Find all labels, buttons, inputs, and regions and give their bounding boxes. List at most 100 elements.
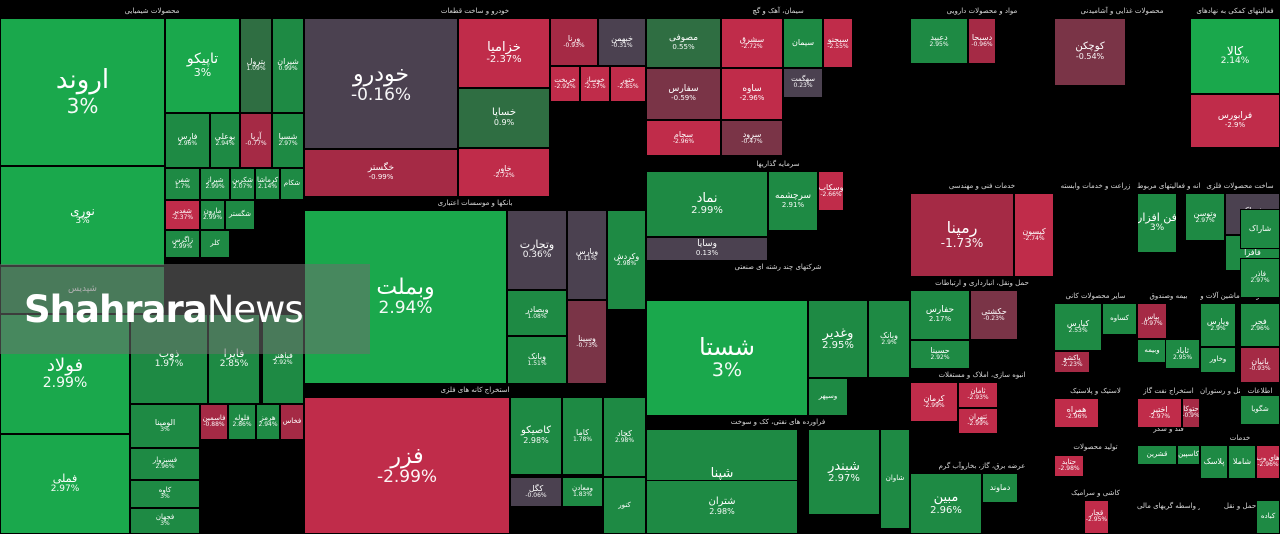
- stock-tile[interactable]: کیسون -2.74%: [1014, 193, 1054, 277]
- stock-tile[interactable]: سهگمت 0.23%: [783, 68, 823, 98]
- stock-tile[interactable]: وبیمه: [1137, 339, 1167, 363]
- stock-tile[interactable]: ثامان -2.93%: [958, 382, 998, 408]
- stock-tile[interactable]: سشرق -2.72%: [721, 18, 783, 68]
- stock-tile[interactable]: هرمز 2.94%: [256, 404, 280, 440]
- stock-tile[interactable]: شاملا: [1228, 445, 1256, 479]
- stock-tile[interactable]: همراه -2.96%: [1054, 398, 1099, 428]
- stock-tile[interactable]: فاذر 2.97%: [1240, 258, 1280, 298]
- stock-tile[interactable]: کچاد 2.98%: [603, 397, 646, 477]
- stock-tile[interactable]: وکردش 2.98%: [607, 210, 646, 310]
- stock-tile[interactable]: وسینا -0.73%: [567, 300, 607, 384]
- stock-tile[interactable]: سرچشمه 2.91%: [768, 171, 818, 231]
- stock-tile[interactable]: کاصیکو 2.98%: [510, 397, 562, 475]
- stock-tile[interactable]: خودرو -0.16%: [304, 18, 458, 149]
- stock-tile[interactable]: پلاسک: [1200, 445, 1228, 479]
- stock-tile[interactable]: دسبحا -0.96%: [968, 18, 996, 64]
- stock-tile[interactable]: کگل -0.06%: [510, 477, 562, 507]
- stock-tile[interactable]: کاوه 3%: [130, 480, 200, 508]
- stock-tile[interactable]: مصوفی 0.55%: [646, 18, 721, 68]
- stock-tile[interactable]: شکربن 2.07%: [230, 168, 255, 200]
- stock-tile[interactable]: فملی 2.97%: [0, 434, 130, 534]
- stock-tile[interactable]: فرابورس -2.9%: [1190, 94, 1280, 148]
- stock-tile[interactable]: شاراک: [1240, 209, 1280, 249]
- stock-tile[interactable]: قشرین: [1137, 445, 1177, 465]
- stock-tile[interactable]: قچار -2.95%: [1084, 500, 1109, 534]
- stock-tile[interactable]: الومینا 3%: [130, 404, 200, 448]
- stock-tile[interactable]: اروند 3%: [0, 18, 165, 166]
- stock-tile[interactable]: سرود -0.47%: [721, 120, 783, 156]
- stock-tile[interactable]: وبصادر 1.08%: [507, 290, 567, 336]
- stock-tile[interactable]: خاور -2.72%: [458, 148, 550, 197]
- stock-tile[interactable]: فلوله 2.86%: [228, 404, 256, 440]
- stock-tile[interactable]: کاسپین: [1177, 445, 1200, 465]
- stock-tile[interactable]: کنور: [603, 477, 646, 534]
- stock-tile[interactable]: شفن 1.7%: [165, 168, 200, 200]
- stock-tile[interactable]: آریا -0.77%: [240, 113, 272, 168]
- stock-tile[interactable]: وسپهر: [808, 378, 848, 416]
- stock-tile[interactable]: کپارس 2.53%: [1054, 303, 1102, 351]
- stock-tile[interactable]: وغدیر 2.95%: [808, 300, 868, 378]
- stock-tile[interactable]: وپارس 2.9%: [1200, 303, 1236, 347]
- stock-tile[interactable]: فن افزار 3%: [1137, 193, 1177, 253]
- stock-tile[interactable]: ورنا -0.93%: [550, 18, 598, 66]
- stock-tile[interactable]: کالا 2.14%: [1190, 18, 1280, 94]
- stock-tile[interactable]: کرماشا 2.14%: [255, 168, 280, 200]
- stock-tile[interactable]: وبانک 1.51%: [507, 336, 567, 384]
- stock-tile[interactable]: خوساز -2.57%: [580, 66, 610, 102]
- stock-tile[interactable]: کلر: [200, 230, 230, 258]
- stock-tile[interactable]: اختیر -2.97%: [1137, 398, 1182, 428]
- stock-tile[interactable]: فخاس: [280, 404, 304, 440]
- stock-tile[interactable]: حتوکا -0.9%: [1182, 398, 1200, 428]
- stock-tile[interactable]: شیران 0.99%: [272, 18, 304, 113]
- stock-tile[interactable]: ومعادن 1.83%: [562, 477, 603, 507]
- stock-tile[interactable]: کساوه: [1102, 303, 1137, 335]
- stock-tile[interactable]: وتوسن 2.97%: [1185, 193, 1225, 241]
- stock-tile[interactable]: پاکشو -2.23%: [1054, 351, 1090, 373]
- stock-tile[interactable]: کباده: [1256, 500, 1280, 534]
- stock-tile[interactable]: بوعلی 2.94%: [210, 113, 240, 168]
- stock-tile[interactable]: شیراز 2.99%: [200, 168, 230, 200]
- stock-tile[interactable]: مارون 2.99%: [200, 200, 225, 230]
- stock-tile[interactable]: وبانک 2.9%: [868, 300, 910, 378]
- stock-tile[interactable]: شسپا 2.97%: [272, 113, 304, 168]
- stock-tile[interactable]: خساپا 0.9%: [458, 88, 550, 148]
- stock-tile[interactable]: خبهمن -0.31%: [598, 18, 646, 66]
- stock-tile[interactable]: زاگرس 2.99%: [165, 230, 200, 258]
- stock-tile[interactable]: حفارس 2.17%: [910, 290, 970, 340]
- stock-tile[interactable]: های وب -2.96%: [1256, 445, 1280, 479]
- stock-tile[interactable]: شستا 3%: [646, 300, 808, 416]
- stock-tile[interactable]: تاپیکو 3%: [165, 18, 240, 113]
- stock-tile[interactable]: فجهان 3%: [130, 508, 200, 534]
- stock-tile[interactable]: بپاس -0.97%: [1137, 303, 1167, 339]
- stock-tile[interactable]: شگویا: [1240, 395, 1280, 425]
- stock-tile[interactable]: وسکاب -2.66%: [818, 171, 844, 211]
- stock-tile[interactable]: وتجارت 0.36%: [507, 210, 567, 290]
- stock-tile[interactable]: فزر -2.99%: [304, 397, 510, 534]
- stock-tile[interactable]: دماوند: [982, 473, 1018, 503]
- stock-tile[interactable]: مبین 2.96%: [910, 473, 982, 534]
- stock-tile[interactable]: خزامیا -2.37%: [458, 18, 550, 88]
- stock-tile[interactable]: بانیان -0.93%: [1240, 347, 1280, 383]
- stock-tile[interactable]: سیمان: [783, 18, 823, 68]
- stock-tile[interactable]: کرمان -2.99%: [910, 382, 958, 422]
- stock-tile[interactable]: خریخت -2.92%: [550, 66, 580, 102]
- stock-tile[interactable]: وسایا 0.13%: [646, 237, 768, 261]
- stock-tile[interactable]: ساوه -2.96%: [721, 68, 783, 120]
- stock-tile[interactable]: سجام -2.96%: [646, 120, 721, 156]
- stock-tile[interactable]: شکام: [280, 168, 304, 200]
- stock-tile[interactable]: رمپنا -1.73%: [910, 193, 1014, 277]
- stock-tile[interactable]: کاما 1.78%: [562, 397, 603, 475]
- stock-tile[interactable]: فسبزوار 2.96%: [130, 448, 200, 480]
- stock-tile[interactable]: ختور -2.85%: [610, 66, 646, 102]
- stock-tile[interactable]: فجر 2.96%: [1240, 303, 1280, 347]
- stock-tile[interactable]: فارس 2.96%: [165, 113, 210, 168]
- stock-tile[interactable]: نماد 2.99%: [646, 171, 768, 237]
- stock-tile[interactable]: ثاباد 2.95%: [1165, 339, 1200, 369]
- stock-tile[interactable]: دعبید 2.95%: [910, 18, 968, 64]
- stock-tile[interactable]: شگستر: [225, 200, 255, 230]
- stock-tile[interactable]: شتران 2.98%: [646, 480, 798, 534]
- stock-tile[interactable]: شبندر 2.97%: [808, 429, 880, 515]
- stock-tile[interactable]: ثتهران -2.99%: [958, 408, 998, 434]
- stock-tile[interactable]: خگستر -0.99%: [304, 149, 458, 197]
- stock-tile[interactable]: وخاور: [1200, 347, 1236, 373]
